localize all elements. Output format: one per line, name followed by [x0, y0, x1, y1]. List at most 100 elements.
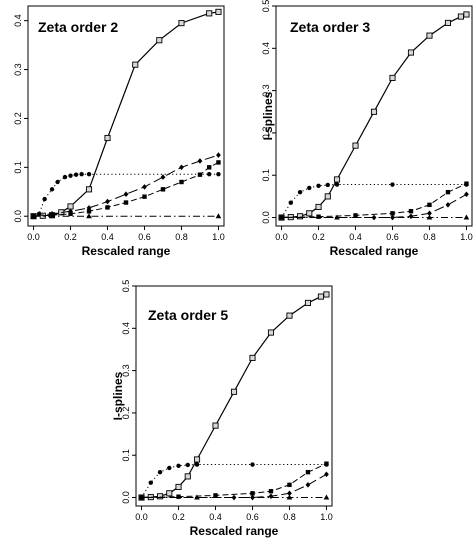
x-axis-label: Rescaled range [82, 244, 171, 258]
data-point [86, 171, 92, 177]
data-point [86, 213, 92, 219]
y-axis-label: I-splines [261, 91, 275, 140]
data-point [166, 490, 173, 497]
series-line [33, 161, 219, 217]
data-point [207, 165, 212, 170]
data-point [297, 189, 303, 195]
data-point [49, 187, 55, 192]
chart-panel: 0.0 0.2 0.4 0.6 0.8 1.0 0.0 0.1 0.2 0.3 0.4 0.5 Resc… [111, 280, 333, 538]
data-point [179, 164, 184, 171]
data-point [304, 299, 312, 306]
chart-panel: 0.0 0.2 0.4 0.6 0.8 1.0 0.0 0.1 0.2 0.3 0.4 0.5 Resc… [261, 0, 473, 258]
data-point [408, 208, 414, 214]
panel-title: Zeta order 5 [148, 307, 228, 323]
y-tick-label: 0.5 [121, 280, 131, 293]
x-tick-label: 0.6 [138, 232, 151, 242]
data-point [79, 171, 84, 177]
data-point [323, 494, 330, 500]
data-point [268, 488, 274, 494]
data-point [316, 214, 321, 219]
data-point [206, 10, 213, 17]
data-point [278, 214, 285, 220]
data-point [184, 473, 191, 480]
data-point [324, 471, 329, 478]
y-tick-label: 0.3 [261, 84, 271, 97]
data-point [249, 354, 256, 361]
data-point [286, 312, 293, 319]
series-line [33, 173, 219, 217]
x-tick-label: 0.2 [64, 232, 77, 242]
data-point [389, 74, 396, 81]
data-point [207, 171, 212, 177]
data-point [427, 202, 432, 208]
chart-panel: 0.0 0.2 0.4 0.6 0.8 1.0 0.0 0.1 0.2 0.3 0.4 Rescale… [13, 5, 225, 258]
x-tick-label: 0.8 [423, 232, 436, 242]
data-point [333, 176, 341, 183]
x-tick-label: 0.0 [275, 232, 288, 242]
data-point [287, 490, 292, 497]
data-point [464, 191, 469, 198]
data-point [464, 181, 469, 186]
series-line [281, 184, 467, 218]
data-point [390, 182, 395, 187]
data-point [178, 20, 185, 27]
data-point [352, 142, 359, 149]
data-point [105, 198, 110, 205]
data-point [156, 37, 163, 44]
data-point [305, 469, 311, 475]
data-point [353, 213, 358, 218]
data-point [306, 210, 313, 217]
data-point [213, 493, 218, 498]
data-point [216, 152, 221, 158]
data-point [179, 179, 184, 185]
x-tick-label: 0.2 [172, 512, 185, 522]
x-tick-label: 0.8 [283, 512, 296, 522]
y-tick-label: 0.3 [121, 364, 131, 377]
data-point [305, 482, 311, 488]
data-point [73, 172, 79, 177]
data-point [370, 108, 378, 115]
data-point [176, 494, 181, 499]
x-tick-label: 0.6 [246, 512, 259, 522]
data-point [148, 480, 153, 485]
x-tick-label: 0.8 [175, 232, 188, 242]
panel-title: Zeta order 2 [38, 19, 118, 35]
data-point [86, 209, 92, 214]
data-point [390, 214, 395, 221]
y-tick-label: 0.4 [121, 322, 131, 335]
data-point [67, 203, 74, 210]
data-point [55, 179, 60, 185]
data-point [426, 32, 433, 39]
plot-frame [135, 285, 333, 507]
data-point [123, 191, 129, 198]
data-point [68, 173, 73, 178]
data-point [197, 158, 203, 164]
data-point [215, 213, 222, 219]
data-point [268, 493, 274, 500]
data-point [86, 205, 92, 211]
data-point [142, 194, 147, 199]
data-point [42, 196, 47, 202]
data-point [197, 172, 203, 177]
data-point [132, 61, 139, 68]
plot-frame [27, 5, 225, 227]
x-tick-label: 1.0 [320, 512, 333, 522]
data-point [445, 202, 451, 208]
series-line [33, 11, 219, 217]
data-point [407, 49, 415, 56]
data-point [185, 462, 190, 468]
data-point [30, 213, 37, 219]
data-point [317, 293, 324, 300]
data-point [325, 182, 330, 188]
data-point [307, 185, 312, 191]
data-point [176, 463, 181, 469]
series-line [281, 183, 467, 218]
data-point [288, 200, 293, 205]
data-point [316, 183, 321, 189]
data-point [167, 465, 172, 471]
data-point [457, 13, 464, 20]
x-tick-label: 0.4 [209, 512, 222, 522]
data-point [463, 214, 470, 220]
data-point [215, 8, 222, 15]
